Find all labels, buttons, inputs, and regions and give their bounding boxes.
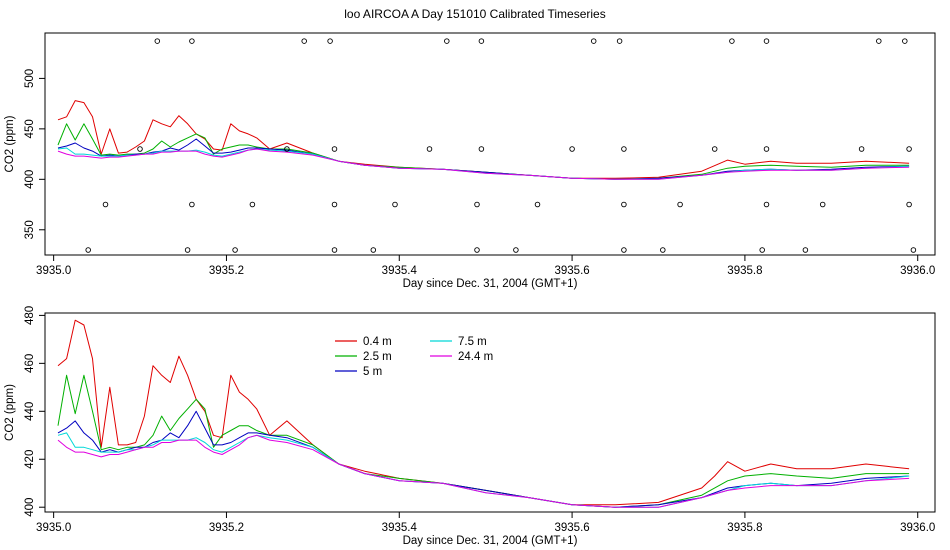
legend: 0.4 m 2.5 m 5 m 7.5 m 24.4 m	[335, 336, 493, 378]
y-tick-label: 480	[24, 306, 36, 325]
marker-point	[902, 38, 908, 44]
marker-point	[331, 247, 338, 253]
legend-label: 5 m	[363, 366, 382, 378]
legend-label: 0.4 m	[363, 336, 392, 348]
series-line-s3	[57, 147, 910, 180]
x-tick-label: 3935.4	[382, 265, 418, 277]
x-tick-label: 3935.8	[727, 265, 762, 277]
marker-point	[534, 201, 541, 208]
marker-point	[301, 38, 307, 44]
marker-point	[802, 247, 809, 253]
x-tick-label: 3935.0	[36, 265, 71, 277]
series-line-s1	[57, 123, 910, 180]
marker-point	[677, 201, 683, 208]
marker-point	[154, 38, 161, 44]
x-tick-label: 3935.8	[727, 522, 762, 534]
marker-point	[284, 146, 290, 152]
marker-point	[910, 247, 917, 253]
x-tick-label: 3935.6	[554, 265, 589, 277]
marker-point	[184, 247, 191, 253]
x-axis-label: Day since Dec. 31, 2004 (GMT+1)	[403, 535, 578, 547]
marker-point	[759, 247, 765, 253]
y-tick-label: 440	[24, 402, 36, 421]
marker-point	[906, 146, 912, 152]
series-line-24-4-m	[57, 434, 910, 508]
marker-point	[331, 146, 338, 152]
y-tick-label: 420	[24, 450, 36, 469]
marker-point	[478, 146, 485, 152]
y-axis-label: CO2 (ppm)	[4, 384, 16, 441]
marker-point	[763, 146, 770, 152]
marker-point	[660, 247, 666, 253]
marker-point	[232, 247, 238, 253]
x-tick-label: 3936.0	[900, 522, 935, 534]
marker-point	[616, 38, 623, 44]
y-tick-label: 350	[24, 220, 36, 239]
marker-point	[513, 247, 519, 253]
marker-point	[569, 146, 575, 152]
x-tick-label: 3935.4	[382, 522, 418, 534]
marker-point	[621, 201, 627, 208]
x-tick-label: 3935.2	[209, 265, 244, 277]
x-axis-label: Day since Dec. 31, 2004 (GMT+1)	[403, 278, 578, 290]
marker-point	[819, 201, 826, 208]
plot-frame	[44, 32, 936, 256]
y-tick-label: 450	[24, 119, 36, 138]
marker-point	[444, 38, 450, 44]
marker-point	[621, 247, 627, 253]
marker-point	[590, 38, 597, 44]
legend-label: 2.5 m	[363, 351, 392, 363]
x-tick-label: 3935.2	[209, 522, 244, 534]
marker-point	[189, 201, 195, 208]
marker-point	[763, 201, 770, 208]
marker-point	[763, 38, 770, 44]
series-line-s4	[57, 148, 910, 180]
series-line-7-5-m	[57, 432, 910, 508]
y-tick-label: 400	[24, 498, 36, 517]
marker-point	[331, 201, 338, 208]
marker-point	[474, 247, 480, 253]
marker-point	[478, 38, 485, 44]
series-line-0-4-m	[57, 319, 910, 506]
legend-label: 7.5 m	[458, 336, 487, 348]
marker-point	[876, 38, 882, 44]
marker-point	[729, 38, 735, 44]
plot-frame	[44, 312, 936, 513]
y-axis-label: CO2 (ppm)	[4, 115, 16, 172]
marker-point	[858, 146, 865, 152]
marker-point	[327, 38, 333, 44]
marker-point	[426, 146, 433, 152]
marker-point	[392, 201, 398, 208]
legend-label: 24.4 m	[458, 351, 493, 363]
marker-point	[137, 146, 143, 152]
chart-title: loo AIRCOA A Day 151010 Calibrated Times…	[344, 7, 606, 21]
x-tick-label: 3935.0	[36, 522, 71, 534]
marker-point	[711, 146, 718, 152]
marker-point	[85, 247, 91, 253]
panel-top: 3935.0 3935.2 3935.4 3935.6 3935.8 3936.0 350 4…	[4, 32, 936, 290]
x-tick-label: 3936.0	[900, 265, 935, 277]
y-tick-label: 400	[24, 170, 36, 189]
y-tick-label: 460	[24, 354, 36, 373]
marker-point	[102, 201, 109, 208]
series-line-s0	[57, 100, 910, 179]
marker-point	[189, 38, 195, 44]
marker-point	[474, 201, 480, 208]
x-tick-label: 3935.6	[554, 522, 589, 534]
marker-point	[621, 146, 627, 152]
y-tick-label: 500	[24, 69, 36, 88]
marker-point	[249, 201, 256, 208]
marker-point	[370, 247, 377, 253]
marker-point	[906, 201, 912, 208]
panel-bottom: 3935.0 3935.2 3935.4 3935.6 3935.8 3936.0 400 4…	[4, 306, 936, 547]
series-line-2-5-m	[57, 374, 910, 508]
